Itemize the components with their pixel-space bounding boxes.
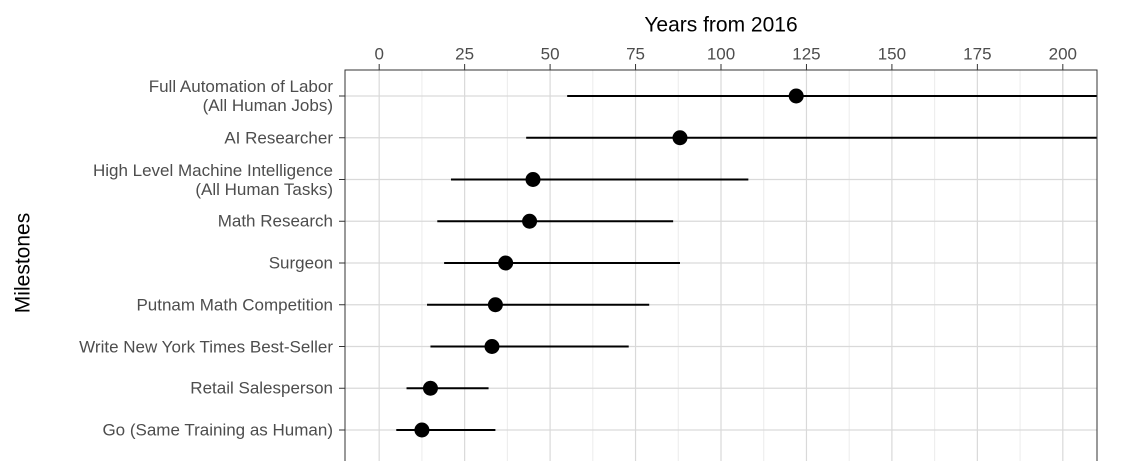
- x-tick-label: 75: [626, 44, 645, 63]
- point: [672, 130, 688, 146]
- x-axis-title: Years from 2016: [644, 14, 797, 37]
- y-tick-label: AI Researcher: [224, 128, 333, 148]
- x-tick-label: 100: [707, 44, 735, 63]
- y-tick-label: Go (Same Training as Human): [102, 420, 333, 440]
- point: [525, 172, 541, 187]
- y-axis-title: Milestones: [12, 213, 35, 313]
- point: [788, 88, 804, 104]
- x-tick-label: 175: [963, 44, 991, 63]
- x-tick-label: 200: [1049, 44, 1077, 63]
- point: [414, 422, 430, 438]
- y-tick-label: Write New York Times Best-Seller: [79, 337, 333, 356]
- point: [498, 255, 514, 271]
- y-tick-label: Surgeon: [268, 253, 333, 273]
- plot-area: [345, 70, 1097, 461]
- x-tick-label: 0: [374, 44, 383, 63]
- y-tick-label: Full Automation of Labor (All Human Jobs…: [148, 77, 333, 115]
- x-tick-label: 150: [878, 44, 906, 63]
- x-tick-label: 125: [792, 44, 820, 63]
- y-tick-label: Putnam Math Competition: [136, 295, 333, 315]
- point: [484, 339, 500, 354]
- y-tick-label: High Level Machine Intelligence (All Hum…: [92, 160, 333, 199]
- y-tick-label: Math Research: [217, 211, 333, 231]
- panel-border: [344, 69, 1098, 461]
- point: [487, 297, 503, 313]
- point: [422, 380, 438, 396]
- x-tick-label: 50: [541, 44, 560, 63]
- x-tick-label: 25: [455, 44, 474, 63]
- point: [522, 213, 538, 229]
- y-tick-label: Retail Salesperson: [190, 378, 333, 398]
